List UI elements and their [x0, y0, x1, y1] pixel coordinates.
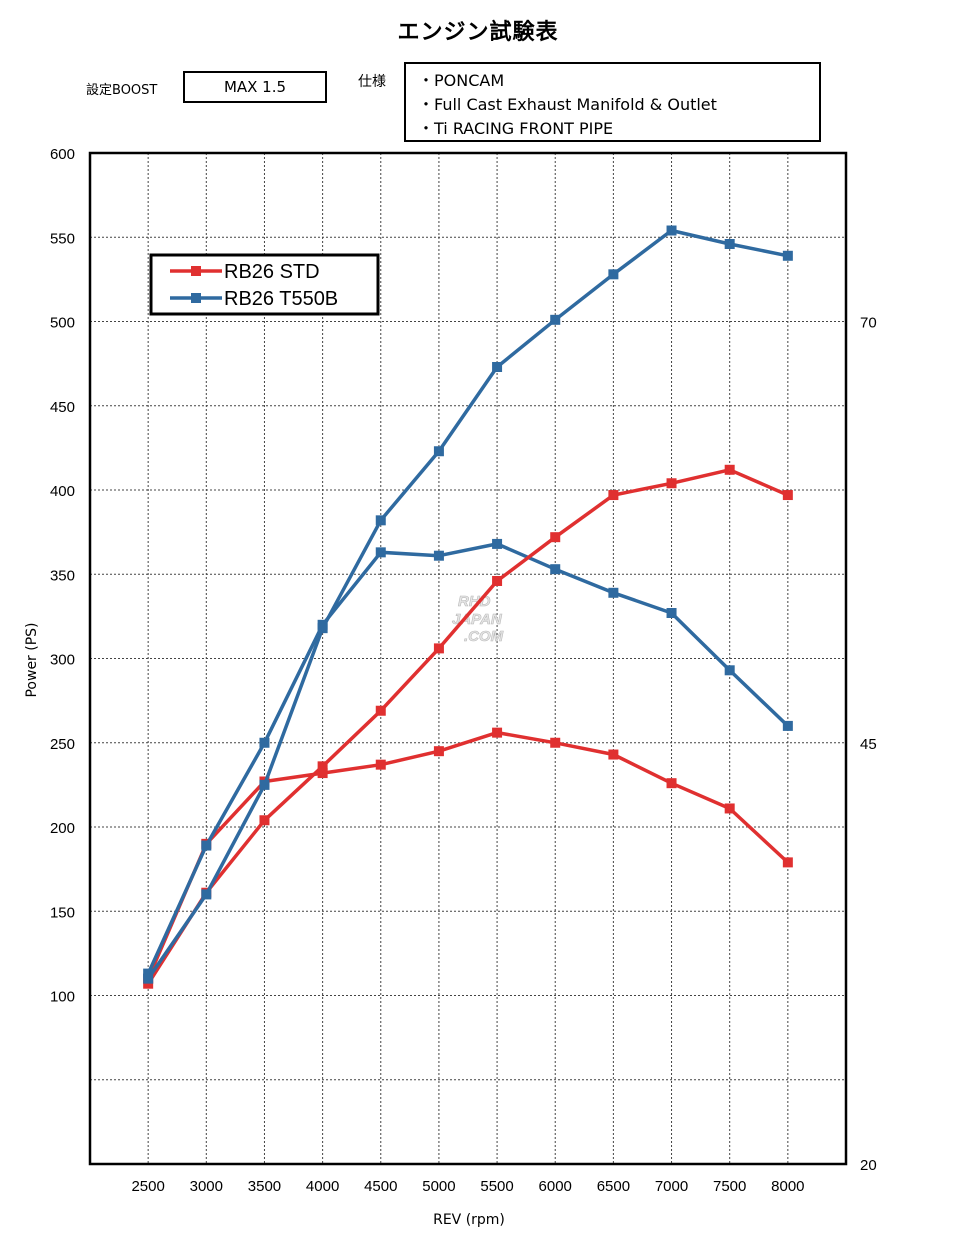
std-power-point	[317, 761, 328, 772]
spec-item-exhaust-manifold: ・Full Cast Exhaust Manifold & Outlet	[418, 95, 717, 114]
t550b-torque-point	[550, 564, 561, 575]
x-tick-label: 5500	[480, 1178, 513, 1195]
spec-box: ・PONCAM ・Full Cast Exhaust Manifold & Ou…	[404, 62, 821, 142]
axis-ticks: 2500 3000 3500 4000 4500 5000 5500 6000 6500 7000…	[50, 146, 877, 1195]
t550b-power-point	[666, 225, 677, 236]
t550b-torque-point	[608, 587, 619, 598]
y2-tick-label: 45	[860, 736, 877, 753]
y2-tick-label: 20	[860, 1157, 877, 1174]
t550b-power-point	[143, 973, 154, 984]
x-tick-label: 5000	[422, 1178, 455, 1195]
t550b-power-point	[608, 269, 619, 280]
t550b-torque-line	[146, 542, 790, 975]
std-torque-point	[550, 737, 561, 748]
y-tick-label: 300	[50, 652, 75, 669]
t550b-torque-point	[492, 538, 503, 549]
t550b-power-line	[146, 228, 789, 980]
x-tick-label: 3500	[248, 1178, 281, 1195]
std-torque-point	[666, 778, 677, 789]
x-tick-label: 4000	[306, 1178, 339, 1195]
t550b-power-point	[433, 446, 444, 457]
t550b-torque-point	[259, 737, 270, 748]
x-tick-label: 7000	[655, 1178, 688, 1195]
std-torque-point	[724, 803, 735, 814]
spec-label: 仕様	[358, 74, 386, 90]
std-power-line	[146, 468, 789, 985]
y-tick-label: 350	[50, 567, 75, 584]
x-tick-label: 6500	[597, 1178, 630, 1195]
y-tick-label: 550	[50, 230, 75, 247]
std-power-point	[433, 643, 444, 654]
t550b-power-point	[782, 250, 793, 261]
std-torque-point	[782, 857, 793, 868]
legend-entry-label: RB26 T550B	[224, 288, 338, 310]
std-power-point	[666, 478, 677, 489]
std-torque-point	[492, 727, 503, 738]
std-torque-line	[146, 730, 789, 980]
y-tick-label: 500	[50, 315, 75, 332]
std-power-point	[782, 490, 793, 501]
chart-legend: RB26 STD RB26 T550B	[149, 253, 380, 316]
t550b-torque-point	[782, 720, 793, 731]
std-power-point	[492, 575, 503, 586]
legend-swatch-marker	[191, 266, 201, 276]
y-tick-label: 250	[50, 736, 75, 753]
y-tick-label: 400	[50, 483, 75, 500]
x-tick-label: 6000	[539, 1178, 572, 1195]
t550b-torque-point	[724, 665, 735, 676]
t550b-power-point	[259, 779, 270, 790]
y-tick-label: 450	[50, 399, 75, 416]
x-tick-label: 3000	[190, 1178, 223, 1195]
t550b-torque-point	[375, 547, 386, 558]
x-tick-label: 7500	[713, 1178, 746, 1195]
std-power-point	[375, 705, 386, 716]
page-title: エンジン試験表	[397, 20, 559, 45]
std-torque-point	[375, 759, 386, 770]
watermark-logo: RHD JAPAN .COM	[452, 593, 504, 646]
watermark-line-2: JAPAN	[452, 611, 503, 628]
x-tick-label: 2500	[131, 1178, 164, 1195]
y-tick-label: 600	[50, 146, 75, 163]
x-axis-title: REV (rpm)	[433, 1212, 505, 1228]
t550b-power-point	[550, 314, 561, 325]
t550b-torque-point	[433, 550, 444, 561]
spec-item-camshaft: ・PONCAM	[418, 71, 505, 90]
std-torque-point	[608, 749, 619, 760]
boost-value-box: MAX 1.5	[183, 71, 327, 103]
x-tick-label: 8000	[771, 1178, 804, 1195]
y-tick-label: 100	[50, 989, 75, 1006]
legend-entry-label: RB26 STD	[224, 261, 320, 283]
plot-area-frame	[88, 151, 848, 1166]
t550b-torque-point	[666, 608, 677, 619]
legend-swatch-marker	[191, 293, 201, 303]
std-power-point	[143, 978, 154, 989]
std-power-point	[259, 815, 270, 826]
y2-tick-label: 70	[860, 315, 877, 332]
y-axis-title: Power (PS)	[24, 622, 40, 697]
boost-label: 設定BOOST	[86, 83, 158, 98]
std-power-point	[608, 490, 619, 501]
watermark-line-3: .COM	[464, 628, 504, 645]
std-torque-point	[433, 746, 444, 757]
t550b-power-point	[201, 889, 212, 900]
y-tick-label: 200	[50, 820, 75, 837]
t550b-power-point	[724, 238, 735, 249]
t550b-power-point	[492, 361, 503, 372]
t550b-power-point	[375, 515, 386, 526]
y-tick-label: 150	[50, 904, 75, 921]
legend-box	[149, 253, 380, 316]
spec-item-front-pipe: ・Ti RACING FRONT PIPE	[418, 119, 614, 138]
chart-series	[143, 225, 793, 989]
x-tick-label: 4500	[364, 1178, 397, 1195]
std-torque-point	[317, 768, 328, 779]
std-power-point	[724, 464, 735, 475]
t550b-torque-point	[143, 968, 154, 979]
t550b-torque-point	[201, 840, 212, 851]
t550b-power-point	[317, 623, 328, 634]
std-power-point	[550, 532, 561, 543]
